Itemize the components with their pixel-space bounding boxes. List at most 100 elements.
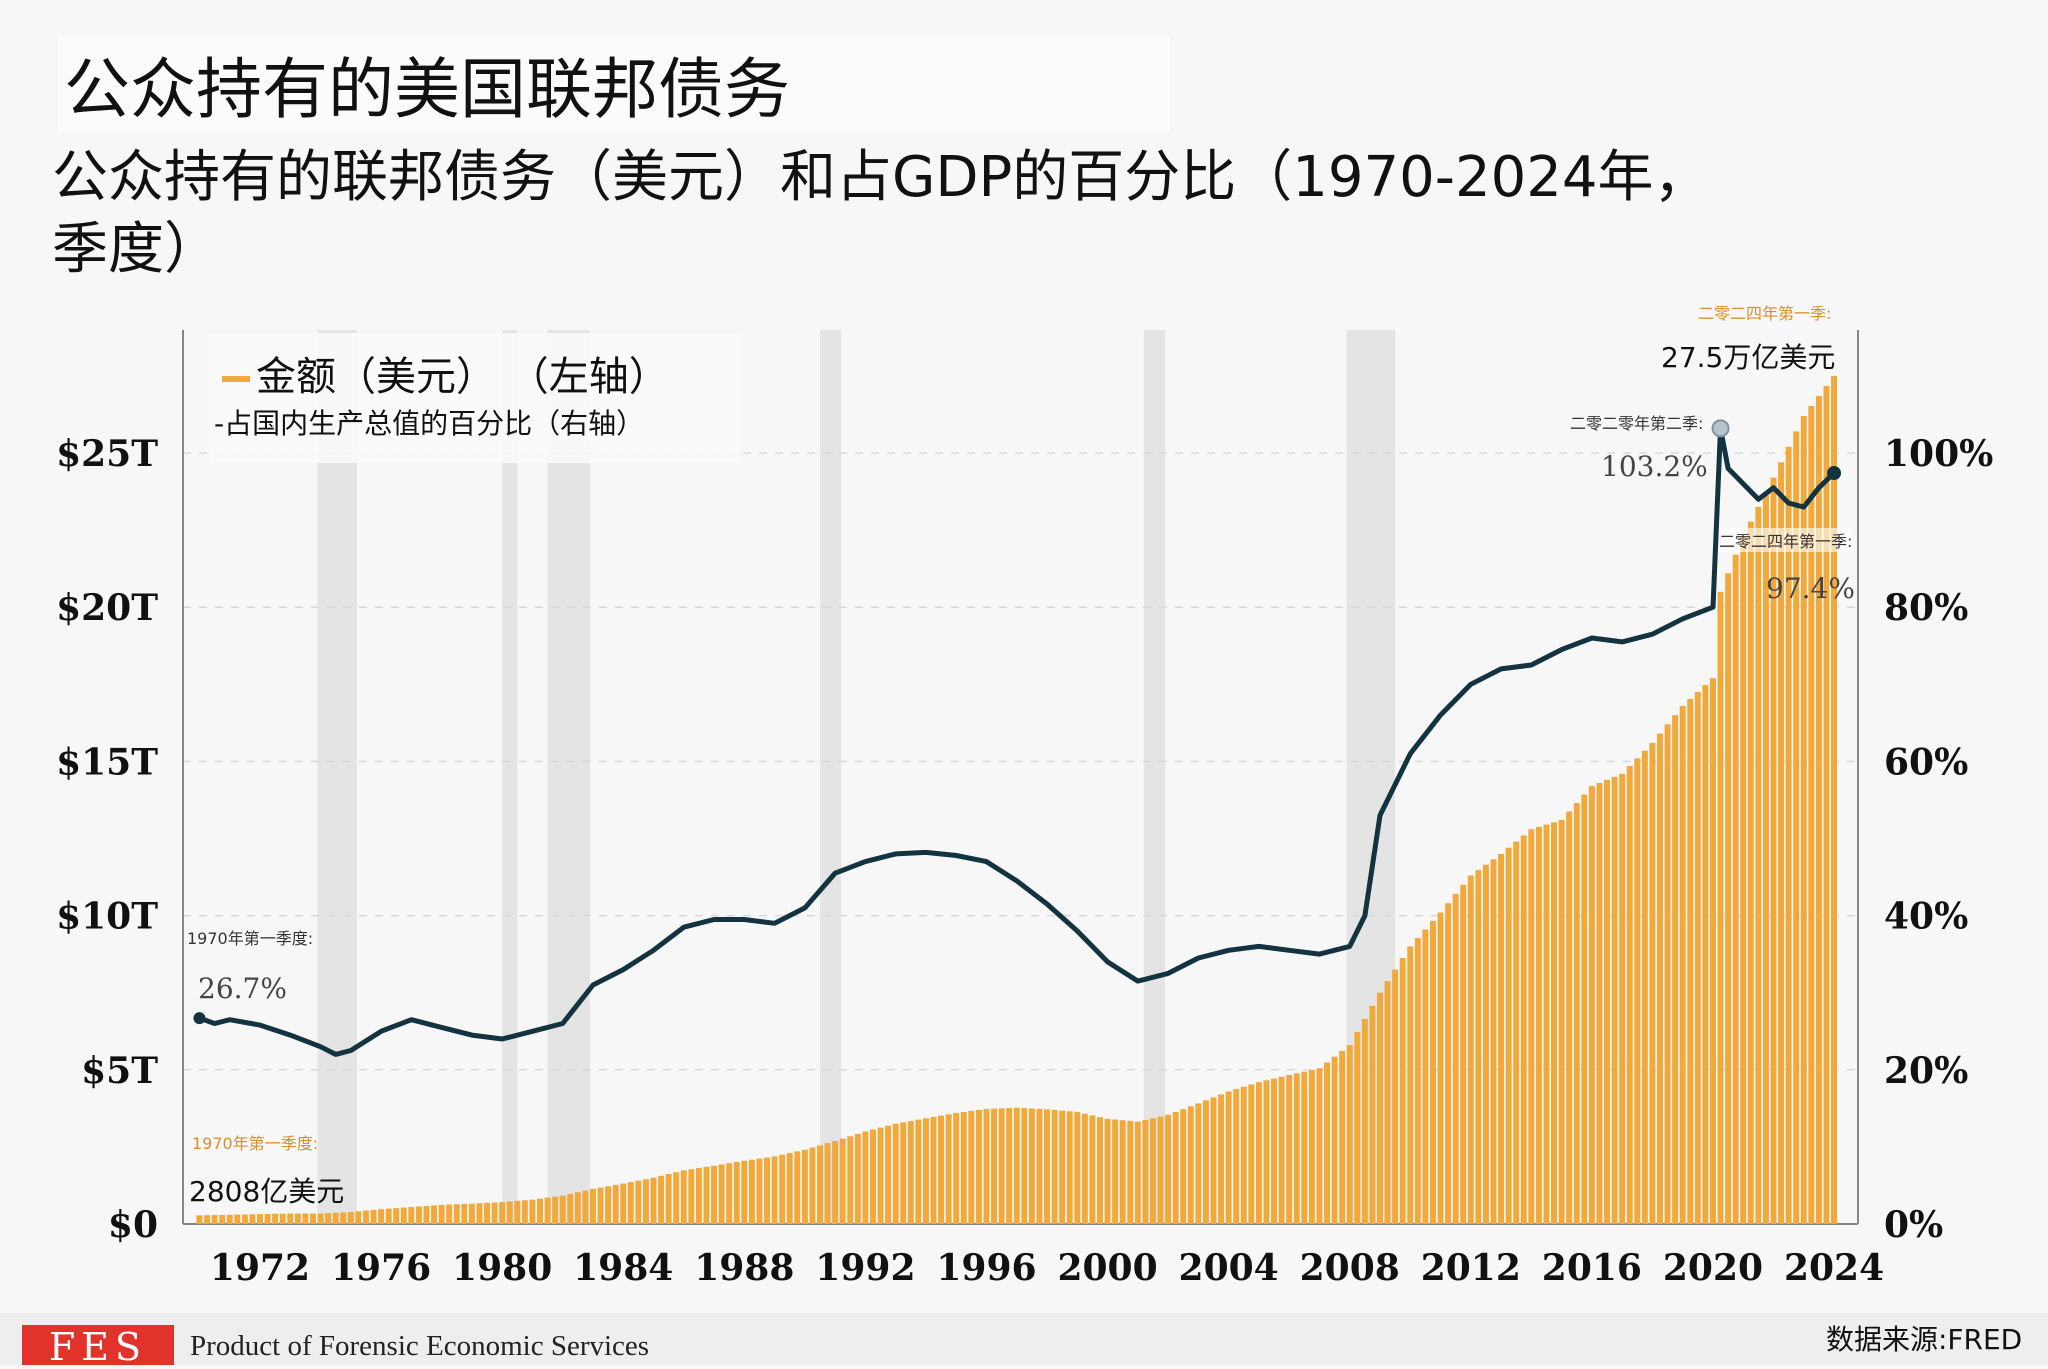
debt-bar bbox=[302, 1213, 309, 1224]
debt-bar bbox=[711, 1165, 718, 1224]
debt-bar bbox=[1399, 958, 1406, 1224]
debt-bar bbox=[1278, 1076, 1285, 1224]
annotation-start-debt-label: 1970年第一季度: bbox=[192, 1134, 319, 1153]
x-tick-label: 1984 bbox=[573, 1247, 673, 1289]
debt-bar bbox=[1528, 829, 1535, 1224]
y-right-tick-label: 20% bbox=[1884, 1050, 1968, 1092]
legend-item-debt: 金额（美元） （左轴） bbox=[222, 344, 669, 402]
debt-bar bbox=[1823, 385, 1830, 1225]
debt-bar bbox=[340, 1212, 347, 1224]
peak-point-marker bbox=[1711, 419, 1730, 438]
debt-bar bbox=[1800, 415, 1807, 1224]
debt-bar bbox=[1187, 1106, 1194, 1224]
debt-bar bbox=[612, 1184, 619, 1224]
debt-bar bbox=[1732, 554, 1739, 1224]
debt-bar bbox=[1520, 835, 1527, 1224]
x-tick-label: 2000 bbox=[1057, 1247, 1157, 1289]
debt-bar bbox=[1467, 875, 1474, 1224]
debt-bar bbox=[468, 1203, 475, 1224]
y-left-tick-label: $5T bbox=[81, 1050, 158, 1092]
debt-bar bbox=[1369, 1005, 1376, 1224]
debt-bar bbox=[1422, 929, 1429, 1224]
debt-bar bbox=[1437, 912, 1444, 1224]
debt-bar bbox=[1558, 819, 1565, 1224]
debt-bar bbox=[1112, 1119, 1119, 1224]
debt-bar bbox=[1157, 1116, 1164, 1224]
debt-bar bbox=[1649, 742, 1656, 1224]
debt-bar bbox=[673, 1172, 680, 1224]
debt-bar bbox=[862, 1131, 869, 1224]
annotation-end-gdp-value: 97.4% bbox=[1766, 572, 1855, 605]
debt-bar bbox=[1202, 1100, 1209, 1224]
data-source: 数据来源:FRED bbox=[1826, 1323, 2023, 1356]
debt-bar bbox=[748, 1159, 755, 1224]
debt-bar bbox=[1233, 1089, 1240, 1224]
annotation-start-debt-value: 2808亿美元 bbox=[189, 1175, 345, 1208]
legend-box bbox=[209, 333, 739, 463]
debt-bar bbox=[1475, 870, 1482, 1224]
debt-bar bbox=[1036, 1108, 1043, 1224]
debt-bar bbox=[521, 1200, 528, 1224]
debt-bar bbox=[1566, 811, 1573, 1224]
debt-bar bbox=[423, 1205, 430, 1224]
debt-bar bbox=[589, 1188, 596, 1224]
debt-bar bbox=[1588, 786, 1595, 1224]
debt-bar bbox=[499, 1202, 506, 1224]
debt-bar bbox=[718, 1164, 725, 1224]
debt-bar bbox=[491, 1202, 498, 1224]
debt-bar bbox=[1604, 779, 1610, 1224]
y-left-tick-label: $10T bbox=[56, 896, 158, 938]
debt-bar bbox=[605, 1186, 612, 1224]
debt-bar bbox=[431, 1205, 438, 1224]
debt-bar bbox=[1006, 1108, 1013, 1224]
debt-bar bbox=[642, 1179, 649, 1224]
y-right-tick-label: 100% bbox=[1884, 433, 1993, 475]
debt-bar bbox=[272, 1213, 279, 1224]
debt-bar bbox=[1535, 826, 1542, 1224]
annotation-peak-value: 103.2% bbox=[1601, 450, 1708, 483]
debt-bar bbox=[234, 1214, 241, 1224]
debt-bar bbox=[1263, 1080, 1270, 1224]
debt-bar bbox=[764, 1157, 771, 1224]
annotation-end-debt-label: 二零二四年第一季: bbox=[1698, 304, 1832, 323]
debt-bar bbox=[1149, 1118, 1156, 1224]
debt-bar bbox=[264, 1213, 271, 1224]
debt-bar bbox=[529, 1199, 536, 1224]
debt-bar bbox=[817, 1145, 823, 1224]
debt-bar bbox=[1354, 1032, 1361, 1224]
debt-bar bbox=[983, 1108, 990, 1224]
debt-bar bbox=[1815, 395, 1822, 1224]
debt-bar bbox=[627, 1182, 634, 1224]
debt-bar bbox=[1180, 1109, 1187, 1224]
debt-bar bbox=[537, 1198, 543, 1224]
debt-bar bbox=[219, 1214, 226, 1224]
debt-bar bbox=[204, 1215, 211, 1224]
debt-bar bbox=[998, 1108, 1005, 1224]
debt-bar bbox=[370, 1209, 377, 1224]
debt-bar bbox=[741, 1160, 748, 1224]
recession-band bbox=[1143, 330, 1166, 1224]
x-tick-label: 1976 bbox=[331, 1247, 431, 1289]
debt-bar bbox=[567, 1193, 574, 1224]
recession-band bbox=[547, 330, 590, 1224]
debt-bar bbox=[378, 1209, 385, 1224]
debt-bar bbox=[1240, 1086, 1247, 1224]
debt-bar bbox=[665, 1174, 672, 1224]
debt-bar bbox=[635, 1180, 642, 1224]
debt-bar bbox=[1452, 894, 1459, 1224]
debt-bar bbox=[1694, 692, 1701, 1224]
debt-bar bbox=[1097, 1117, 1103, 1224]
debt-bar bbox=[1377, 992, 1383, 1224]
start-point-marker bbox=[193, 1012, 206, 1025]
debt-bar bbox=[226, 1214, 233, 1224]
y-right-tick-label: 80% bbox=[1884, 587, 1968, 629]
debt-bar bbox=[241, 1214, 248, 1224]
debt-bar bbox=[1641, 750, 1648, 1224]
debt-bar bbox=[809, 1147, 816, 1224]
debt-bar bbox=[325, 1213, 332, 1224]
x-tick-label: 2008 bbox=[1300, 1247, 1400, 1289]
debt-bar bbox=[960, 1111, 967, 1224]
debt-bar bbox=[1324, 1062, 1331, 1224]
debt-bar bbox=[385, 1208, 392, 1224]
debt-bar bbox=[544, 1197, 551, 1224]
